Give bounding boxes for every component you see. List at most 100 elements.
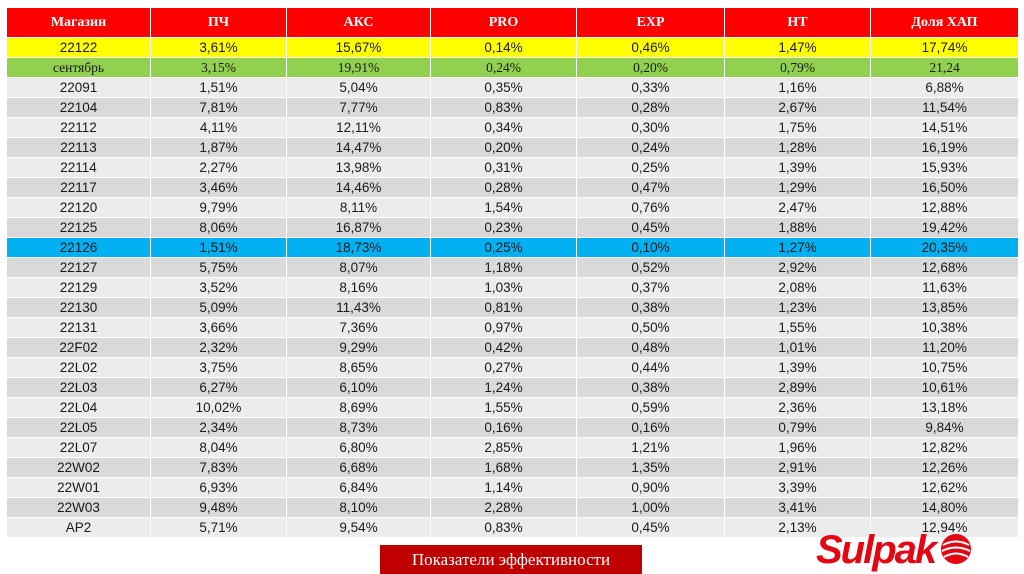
cell-ht: 3,39% <box>724 477 871 498</box>
cell-store: 22130 <box>6 297 151 318</box>
table-header-row: Магазин ПЧ АКС PRO EXP HT Доля ХАП <box>6 7 1019 38</box>
cell-share-hap: 19,42% <box>870 217 1019 238</box>
table-row: 22120 9,79% 8,11% 1,54% 0,76% 2,47% 12,88% <box>6 197 1019 218</box>
cell-share-hap: 15,93% <box>870 157 1019 178</box>
cell-ht: 1,75% <box>724 117 871 138</box>
cell-store: 22L02 <box>6 357 151 378</box>
table-row: 22126 1,51% 18,73% 0,25% 0,10% 1,27% 20,35% <box>6 237 1019 258</box>
cell-ht: 2,13% <box>724 517 871 538</box>
cell-exp: 0,30% <box>576 117 725 138</box>
logo-text: Sulpak <box>816 528 937 572</box>
cell-exp: 0,16% <box>576 417 725 438</box>
cell-pro: 0,83% <box>430 97 577 118</box>
cell-exp: 0,52% <box>576 257 725 278</box>
cell-ht: 2,47% <box>724 197 871 218</box>
cell-aks: 18,73% <box>286 237 431 258</box>
cell-aks: 19,91% <box>286 57 431 78</box>
cell-aks: 8,69% <box>286 397 431 418</box>
cell-aks: 11,43% <box>286 297 431 318</box>
cell-store: 22L03 <box>6 377 151 398</box>
cell-ht: 1,39% <box>724 357 871 378</box>
cell-aks: 15,67% <box>286 37 431 58</box>
cell-ht: 1,16% <box>724 77 871 98</box>
cell-pro: 0,16% <box>430 417 577 438</box>
cell-store: 22117 <box>6 177 151 198</box>
cell-pch: 9,79% <box>150 197 287 218</box>
cell-share-hap: 13,85% <box>870 297 1019 318</box>
table-row: 22113 1,87% 14,47% 0,20% 0,24% 1,28% 16,19% <box>6 137 1019 158</box>
cell-pro: 0,35% <box>430 77 577 98</box>
cell-share-hap: 12,68% <box>870 257 1019 278</box>
header-aks: АКС <box>286 7 431 38</box>
cell-store: 22113 <box>6 137 151 158</box>
cell-exp: 0,76% <box>576 197 725 218</box>
table-row: 22L07 8,04% 6,80% 2,85% 1,21% 1,96% 12,82% <box>6 437 1019 458</box>
cell-pch: 2,27% <box>150 157 287 178</box>
cell-store: 22129 <box>6 277 151 298</box>
cell-share-hap: 10,75% <box>870 357 1019 378</box>
cell-exp: 0,25% <box>576 157 725 178</box>
cell-store: 22W02 <box>6 457 151 478</box>
table-row: 22091 1,51% 5,04% 0,35% 0,33% 1,16% 6,88% <box>6 77 1019 98</box>
cell-pch: 2,32% <box>150 337 287 358</box>
cell-exp: 0,37% <box>576 277 725 298</box>
header-exp: EXP <box>576 7 725 38</box>
cell-share-hap: 16,50% <box>870 177 1019 198</box>
table-row: 22129 3,52% 8,16% 1,03% 0,37% 2,08% 11,63% <box>6 277 1019 298</box>
cell-aks: 8,73% <box>286 417 431 438</box>
cell-exp: 0,38% <box>576 297 725 318</box>
cell-aks: 9,54% <box>286 517 431 538</box>
store-metrics-table: Магазин ПЧ АКС PRO EXP HT Доля ХАП 22122… <box>6 7 1019 538</box>
cell-aks: 6,80% <box>286 437 431 458</box>
cell-pro: 0,28% <box>430 177 577 198</box>
table-row: 22125 8,06% 16,87% 0,23% 0,45% 1,88% 19,42% <box>6 217 1019 238</box>
cell-pch: 3,15% <box>150 57 287 78</box>
cell-pro: 1,55% <box>430 397 577 418</box>
cell-pch: 2,34% <box>150 417 287 438</box>
cell-pch: 1,87% <box>150 137 287 158</box>
cell-pch: 5,71% <box>150 517 287 538</box>
cell-aks: 6,68% <box>286 457 431 478</box>
cell-ht: 2,92% <box>724 257 871 278</box>
cell-share-hap: 21,24 <box>870 57 1019 78</box>
cell-aks: 14,47% <box>286 137 431 158</box>
cell-pro: 2,85% <box>430 437 577 458</box>
header-ht: HT <box>724 7 871 38</box>
cell-pro: 0,20% <box>430 137 577 158</box>
table-row: 22122 3,61% 15,67% 0,14% 0,46% 1,47% 17,74% <box>6 37 1019 58</box>
cell-store: сентябрь <box>6 57 151 78</box>
cell-ht: 1,23% <box>724 297 871 318</box>
cell-pro: 0,25% <box>430 237 577 258</box>
cell-share-hap: 6,88% <box>870 77 1019 98</box>
cell-pch: 10,02% <box>150 397 287 418</box>
cell-ht: 0,79% <box>724 57 871 78</box>
cell-pch: 8,06% <box>150 217 287 238</box>
cell-store: 22L05 <box>6 417 151 438</box>
cell-share-hap: 10,61% <box>870 377 1019 398</box>
cell-aks: 8,11% <box>286 197 431 218</box>
cell-ht: 2,08% <box>724 277 871 298</box>
table-row: 22W02 7,83% 6,68% 1,68% 1,35% 2,91% 12,26% <box>6 457 1019 478</box>
cell-share-hap: 10,38% <box>870 317 1019 338</box>
cell-share-hap: 11,63% <box>870 277 1019 298</box>
cell-ht: 1,29% <box>724 177 871 198</box>
cell-pch: 1,51% <box>150 77 287 98</box>
cell-exp: 0,59% <box>576 397 725 418</box>
header-store: Магазин <box>6 7 151 38</box>
cell-pch: 3,75% <box>150 357 287 378</box>
cell-pro: 0,83% <box>430 517 577 538</box>
cell-pro: 1,54% <box>430 197 577 218</box>
cell-share-hap: 20,35% <box>870 237 1019 258</box>
cell-aks: 8,16% <box>286 277 431 298</box>
table-row: 22W01 6,93% 6,84% 1,14% 0,90% 3,39% 12,62% <box>6 477 1019 498</box>
table-body: 22122 3,61% 15,67% 0,14% 0,46% 1,47% 17,74% сен… <box>6 37 1019 538</box>
cell-aks: 8,07% <box>286 257 431 278</box>
cell-store: 22131 <box>6 317 151 338</box>
table-row: 22L04 10,02% 8,69% 1,55% 0,59% 2,36% 13,18% <box>6 397 1019 418</box>
cell-share-hap: 9,84% <box>870 417 1019 438</box>
cell-exp: 0,33% <box>576 77 725 98</box>
cell-pch: 5,75% <box>150 257 287 278</box>
cell-pch: 6,93% <box>150 477 287 498</box>
cell-pch: 9,48% <box>150 497 287 518</box>
table-row: 22131 3,66% 7,36% 0,97% 0,50% 1,55% 10,38% <box>6 317 1019 338</box>
